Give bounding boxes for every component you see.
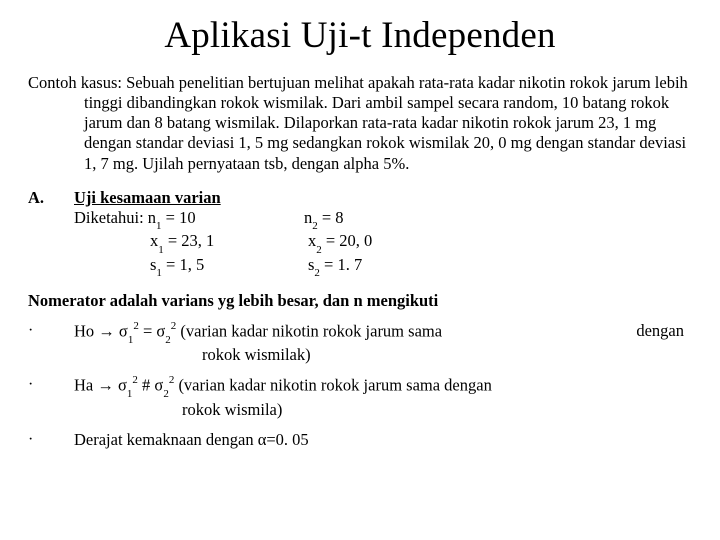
ha-content: Ha → σ12 # σ22 (varian kadar nikotin rok… — [74, 375, 692, 419]
x2-sym: x — [308, 231, 316, 250]
arrow-icon: → — [97, 377, 114, 395]
ha-s2sub: 2 — [163, 388, 169, 400]
section-a: A. Uji kesamaan varian Diketahui: n1 = 1… — [28, 188, 692, 279]
case-label: Contoh kasus: — [28, 73, 126, 92]
dk-content: Derajat kemaknaan dengan α=0. 05 — [74, 430, 692, 450]
known-x1: x1 = 23, 1 — [74, 231, 304, 255]
bullet-dk: · Derajat kemaknaan dengan α=0. 05 — [28, 430, 692, 450]
ho-s1sub: 1 — [128, 334, 134, 346]
n1-eq: = 10 — [162, 208, 196, 227]
ho-content: Ho → σ12 = σ22 (varian kadar nikotin rok… — [74, 321, 692, 365]
section-a-content: Uji kesamaan varian Diketahui: n1 = 10 x… — [74, 188, 692, 279]
ha-line1: Ha → σ12 # σ22 (varian kadar nikotin rok… — [74, 375, 692, 399]
ha-s1sup: 2 — [132, 374, 138, 386]
ho-s1sup: 2 — [133, 320, 139, 332]
ho-s2sup: 2 — [171, 320, 177, 332]
ha-s2: σ — [154, 376, 163, 395]
bullet-dot-icon: · — [28, 430, 74, 450]
s2-sub: 2 — [314, 267, 320, 279]
ha-open: (varian kadar nikotin rokok jarum sama d… — [174, 376, 492, 395]
ho-s2: σ — [156, 321, 165, 340]
s2-eq: = 1. 7 — [320, 255, 362, 274]
ho-line2: rokok wismilak) — [74, 345, 692, 365]
dk-tail: =0. 05 — [266, 430, 308, 449]
ha-lead: Ha — [74, 376, 97, 395]
ha-neq: # — [138, 376, 155, 395]
bullet-dot-icon: · — [28, 321, 74, 365]
known-x2: x2 = 20, 0 — [304, 231, 464, 255]
ha-s1sub: 1 — [127, 388, 133, 400]
s1-eq: = 1, 5 — [162, 255, 204, 274]
ho-lead: Ho — [74, 321, 98, 340]
ho-s1: σ — [115, 321, 128, 340]
dk-lead: Derajat kemaknaan dengan — [74, 430, 258, 449]
n1-sym: n — [148, 208, 156, 227]
bullet-ha: · Ha → σ12 # σ22 (varian kadar nikotin r… — [28, 375, 692, 419]
n1-sub: 1 — [156, 220, 162, 232]
ha-s2sup: 2 — [169, 374, 175, 386]
ho-s2sub: 2 — [165, 334, 171, 346]
ho-line1: Ho → σ12 = σ22 (varian kadar nikotin rok… — [74, 321, 692, 345]
slide: Aplikasi Uji-t Independen Contoh kasus: … — [0, 0, 720, 540]
known-s1: s1 = 1, 5 — [74, 255, 304, 279]
x1-sub: 1 — [158, 244, 164, 256]
ho-tail: dengan — [636, 321, 692, 341]
known-label: Diketahui: — [74, 208, 148, 227]
x1-sym: x — [150, 231, 158, 250]
s1-sub: 1 — [156, 267, 162, 279]
bullet-dot-icon: · — [28, 375, 74, 419]
n2-eq: = 8 — [318, 208, 344, 227]
slide-body: Contoh kasus: Sebuah penelitian bertujua… — [28, 73, 692, 450]
known-n1: Diketahui: n1 = 10 — [74, 208, 304, 232]
n2-sub: 2 — [312, 220, 318, 232]
ho-open: (varian kadar nikotin rokok jarum sama — [176, 321, 442, 340]
x2-sub: 2 — [316, 244, 322, 256]
bullet-ho: · Ho → σ12 = σ22 (varian kadar nikotin r… — [28, 321, 692, 365]
case-text: Sebuah penelitian bertujuan melihat apak… — [84, 73, 688, 173]
known-n2: n2 = 8 — [304, 208, 464, 232]
known-grid: Diketahui: n1 = 10 x1 = 23, 1 s1 = 1, 5 … — [74, 208, 692, 279]
n2-sym: n — [304, 208, 312, 227]
nomerator-line: Nomerator adalah varians yg lebih besar,… — [28, 291, 692, 311]
uji-heading-text: Uji kesamaan varian — [74, 188, 221, 207]
arrow-icon: → — [98, 322, 115, 340]
known-col-2: n2 = 8 x2 = 20, 0 s2 = 1. 7 — [304, 208, 464, 279]
ho-eq: = — [139, 321, 157, 340]
section-a-marker: A. — [28, 188, 74, 279]
ha-s1: σ — [114, 376, 127, 395]
uji-heading: Uji kesamaan varian — [74, 188, 692, 208]
ha-line2: rokok wismila) — [74, 400, 692, 420]
x2-eq: = 20, 0 — [322, 231, 373, 250]
known-s2: s2 = 1. 7 — [304, 255, 464, 279]
known-col-1: Diketahui: n1 = 10 x1 = 23, 1 s1 = 1, 5 — [74, 208, 304, 279]
slide-title: Aplikasi Uji-t Independen — [28, 14, 692, 57]
case-paragraph: Contoh kasus: Sebuah penelitian bertujua… — [28, 73, 692, 174]
x1-eq: = 23, 1 — [164, 231, 215, 250]
